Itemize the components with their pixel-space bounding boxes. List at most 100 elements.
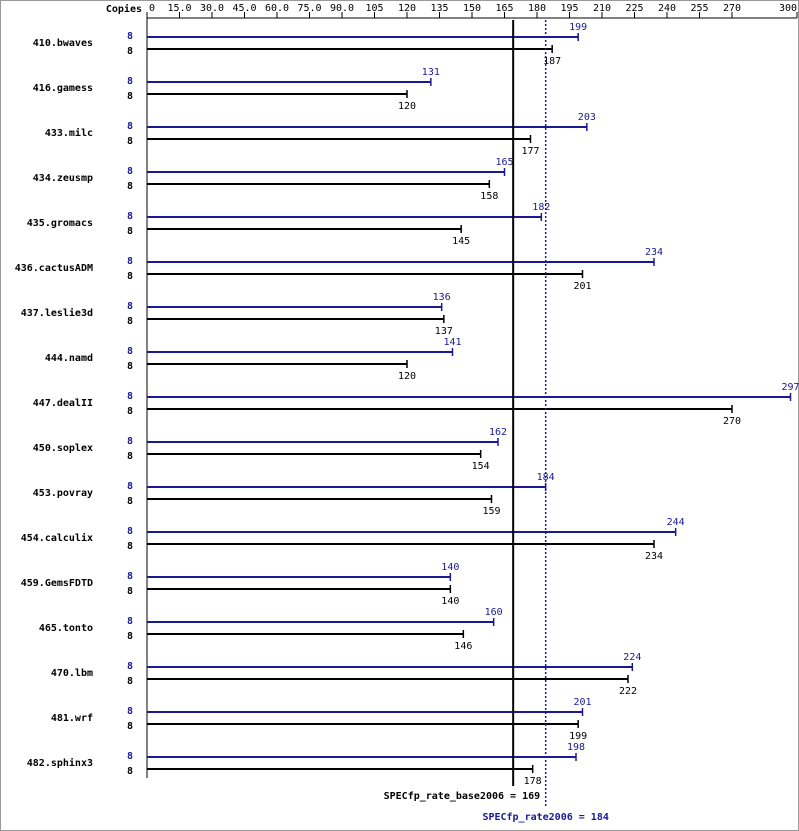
copies-label: 8	[127, 271, 133, 282]
copies-label: 8	[127, 226, 133, 237]
x-tick-label: 45.0	[232, 3, 256, 14]
value-label: 160	[485, 607, 503, 618]
copies-label: 8	[127, 661, 133, 672]
x-tick-label: 15.0	[167, 3, 191, 14]
value-label: 270	[723, 416, 741, 427]
copies-label: 8	[127, 586, 133, 597]
x-tick-label: 0	[149, 3, 155, 14]
copies-label: 8	[127, 706, 133, 717]
value-label: 198	[567, 742, 585, 753]
value-label: 297	[781, 382, 799, 393]
x-tick-label: 240	[658, 3, 676, 14]
value-label: 120	[398, 101, 416, 112]
category-label: 434.zeusmp	[33, 173, 93, 184]
copies-label: 8	[127, 91, 133, 102]
value-label: 137	[435, 326, 453, 337]
copies-label: 8	[127, 166, 133, 177]
copies-label: 8	[127, 121, 133, 132]
copies-label: 8	[127, 721, 133, 732]
x-tick-label: 255	[690, 3, 708, 14]
copies-label: 8	[127, 391, 133, 402]
x-tick-label: 90.0	[330, 3, 354, 14]
category-label: 437.leslie3d	[21, 307, 93, 319]
copies-label: 8	[127, 316, 133, 327]
category-label: 416.gamess	[33, 83, 93, 94]
copies-label: 8	[127, 76, 133, 87]
value-label: 154	[472, 461, 490, 472]
x-tick-label: 165	[495, 3, 513, 14]
category-label: 436.cactusADM	[15, 263, 93, 274]
x-tick-label: 180	[528, 3, 546, 14]
value-label: 158	[480, 191, 498, 202]
copies-label: 8	[127, 541, 133, 552]
copies-label: 8	[127, 676, 133, 687]
x-tick-label: 195	[560, 3, 578, 14]
value-label: 146	[454, 641, 472, 652]
copies-label: 8	[127, 136, 133, 147]
copies-label: 8	[127, 616, 133, 627]
value-label: 136	[433, 292, 451, 303]
x-tick-label: 135	[430, 3, 448, 14]
category-label: 465.tonto	[39, 623, 93, 634]
copies-label: 8	[127, 46, 133, 57]
value-label: 224	[623, 652, 641, 663]
category-label: 435.gromacs	[27, 218, 93, 229]
value-label: 159	[482, 506, 500, 517]
category-label: 447.dealII	[33, 398, 93, 409]
copies-header: Copies	[106, 3, 142, 15]
category-label: 459.GemsFDTD	[21, 578, 93, 589]
value-label: 182	[532, 202, 550, 213]
copies-label: 8	[127, 631, 133, 642]
copies-label: 8	[127, 751, 133, 762]
value-label: 162	[489, 427, 507, 438]
category-label: 482.sphinx3	[27, 757, 93, 769]
value-label: 234	[645, 247, 663, 258]
copies-label: 8	[127, 361, 133, 372]
value-label: 203	[578, 112, 596, 123]
value-label: 120	[398, 371, 416, 382]
copies-label: 8	[127, 301, 133, 312]
value-label: 244	[667, 517, 685, 528]
value-label: 145	[452, 236, 470, 247]
category-label: 470.lbm	[51, 668, 93, 679]
reference-label: SPECfp_rate2006 = 184	[482, 812, 608, 823]
value-label: 140	[441, 562, 459, 573]
copies-label: 8	[127, 211, 133, 222]
value-label: 199	[569, 22, 587, 33]
x-tick-label: 210	[593, 3, 611, 14]
value-label: 234	[645, 551, 663, 562]
x-tick-label: 75.0	[297, 3, 321, 14]
copies-label: 8	[127, 181, 133, 192]
x-tick-label: 60.0	[265, 3, 289, 14]
value-label: 165	[495, 157, 513, 168]
category-label: 454.calculix	[21, 532, 93, 544]
x-tick-label: 30.0	[200, 3, 224, 14]
x-tick-label: 225	[625, 3, 643, 14]
value-label: 201	[573, 281, 591, 292]
value-label: 222	[619, 686, 637, 697]
category-label: 450.soplex	[33, 443, 93, 454]
x-tick-label: 150	[463, 3, 481, 14]
copies-label: 8	[127, 31, 133, 42]
copies-label: 8	[127, 451, 133, 462]
x-tick-label: 105	[365, 3, 383, 14]
copies-label: 8	[127, 766, 133, 777]
x-tick-label: 300	[779, 3, 797, 14]
copies-label: 8	[127, 256, 133, 267]
x-tick-label: 270	[723, 3, 741, 14]
reference-label: SPECfp_rate_base2006 = 169	[384, 791, 541, 802]
value-label: 178	[524, 776, 542, 787]
copies-label: 8	[127, 496, 133, 507]
copies-label: 8	[127, 571, 133, 582]
x-tick-label: 120	[398, 3, 416, 14]
copies-label: 8	[127, 481, 133, 492]
copies-label: 8	[127, 406, 133, 417]
category-label: 481.wrf	[51, 713, 93, 724]
value-label: 187	[543, 56, 561, 67]
value-label: 131	[422, 67, 440, 78]
category-label: 453.povray	[33, 488, 93, 499]
value-label: 177	[521, 146, 539, 157]
category-label: 410.bwaves	[33, 38, 93, 49]
